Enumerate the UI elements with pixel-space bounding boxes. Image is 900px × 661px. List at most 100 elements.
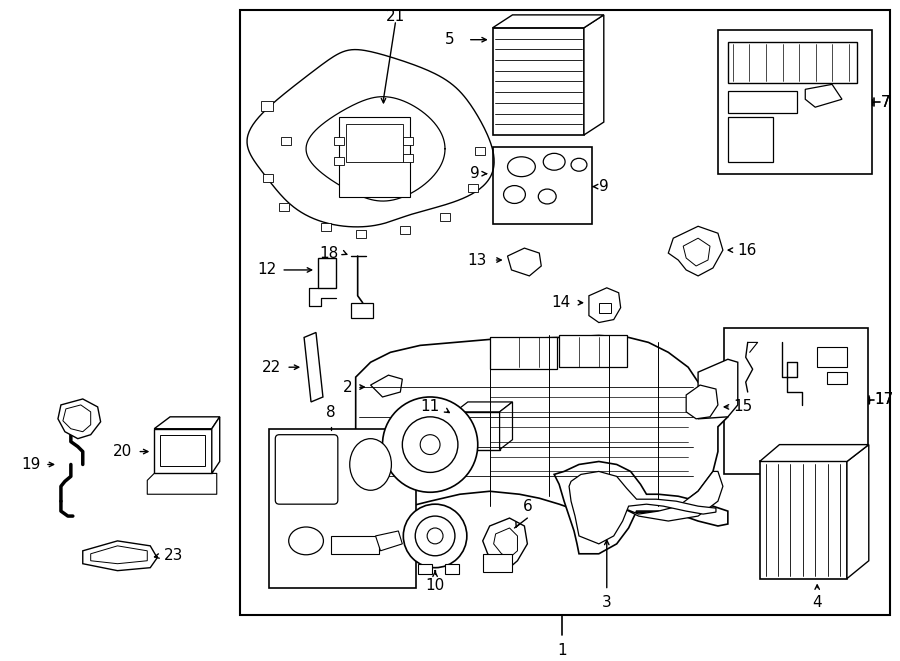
- Bar: [817, 348, 847, 368]
- Bar: [400, 226, 410, 234]
- Text: 12: 12: [257, 262, 276, 278]
- Text: 9: 9: [598, 179, 608, 194]
- Polygon shape: [806, 85, 842, 107]
- Bar: [468, 184, 478, 192]
- Text: 17: 17: [875, 393, 894, 407]
- Circle shape: [420, 435, 440, 455]
- Bar: [724, 327, 868, 475]
- Text: 21: 21: [386, 9, 405, 24]
- Polygon shape: [683, 238, 710, 266]
- Text: 8: 8: [326, 405, 336, 420]
- Polygon shape: [493, 528, 518, 558]
- Text: 16: 16: [738, 243, 757, 258]
- Polygon shape: [454, 402, 512, 412]
- Polygon shape: [589, 288, 621, 323]
- Bar: [334, 137, 344, 145]
- Bar: [346, 124, 403, 162]
- Polygon shape: [760, 445, 868, 461]
- Text: 14: 14: [552, 295, 571, 310]
- Polygon shape: [375, 531, 402, 551]
- Bar: [454, 412, 500, 449]
- Text: 6: 6: [523, 499, 532, 514]
- Polygon shape: [554, 461, 728, 554]
- Ellipse shape: [350, 439, 392, 490]
- Ellipse shape: [538, 189, 556, 204]
- Bar: [356, 230, 365, 238]
- Polygon shape: [584, 15, 604, 135]
- Polygon shape: [669, 226, 723, 276]
- Text: 9: 9: [470, 166, 480, 181]
- Polygon shape: [569, 471, 716, 544]
- Ellipse shape: [544, 153, 565, 170]
- Polygon shape: [371, 375, 402, 397]
- Bar: [334, 157, 344, 165]
- Circle shape: [403, 504, 467, 568]
- Ellipse shape: [508, 157, 536, 176]
- Text: 3: 3: [602, 596, 612, 611]
- Bar: [321, 223, 331, 231]
- Ellipse shape: [571, 158, 587, 171]
- Polygon shape: [686, 385, 718, 419]
- Text: 11: 11: [421, 399, 440, 414]
- Text: 18: 18: [320, 246, 338, 260]
- Bar: [475, 147, 485, 155]
- Bar: [418, 564, 432, 574]
- Text: 13: 13: [467, 253, 487, 268]
- Bar: [264, 174, 274, 182]
- Polygon shape: [212, 417, 220, 473]
- Text: 4: 4: [813, 596, 822, 611]
- Circle shape: [402, 417, 458, 473]
- Bar: [827, 372, 847, 384]
- Polygon shape: [500, 402, 512, 449]
- Bar: [154, 429, 211, 473]
- Bar: [282, 137, 292, 145]
- Bar: [279, 204, 289, 212]
- Bar: [490, 337, 557, 369]
- Circle shape: [428, 528, 443, 544]
- Text: 17: 17: [875, 393, 894, 407]
- Ellipse shape: [504, 186, 526, 204]
- Bar: [728, 91, 797, 113]
- Text: 2: 2: [343, 379, 353, 395]
- Bar: [482, 554, 512, 572]
- Bar: [492, 28, 584, 135]
- Text: 22: 22: [262, 360, 282, 375]
- Bar: [598, 303, 611, 313]
- Bar: [718, 30, 872, 174]
- Bar: [318, 258, 336, 288]
- Text: 10: 10: [426, 578, 445, 593]
- Bar: [728, 42, 857, 83]
- Bar: [440, 214, 450, 221]
- Bar: [261, 101, 274, 111]
- Bar: [239, 10, 889, 615]
- Text: 20: 20: [113, 444, 132, 459]
- Bar: [269, 429, 416, 588]
- Bar: [338, 117, 410, 196]
- Bar: [760, 461, 847, 578]
- Polygon shape: [58, 399, 101, 439]
- Polygon shape: [91, 546, 148, 564]
- Bar: [403, 154, 413, 162]
- Text: 23: 23: [164, 548, 184, 563]
- Polygon shape: [63, 405, 91, 432]
- Text: 7: 7: [881, 95, 890, 110]
- Bar: [728, 117, 772, 162]
- Bar: [351, 303, 373, 317]
- Text: 1: 1: [557, 643, 567, 658]
- Text: 15: 15: [733, 399, 752, 414]
- Bar: [331, 536, 379, 554]
- Circle shape: [382, 397, 478, 492]
- Polygon shape: [847, 445, 868, 578]
- Polygon shape: [508, 248, 541, 276]
- FancyBboxPatch shape: [275, 435, 338, 504]
- Polygon shape: [304, 332, 323, 402]
- Polygon shape: [482, 518, 527, 568]
- Circle shape: [415, 516, 454, 556]
- Bar: [445, 564, 459, 574]
- Polygon shape: [618, 471, 723, 521]
- Polygon shape: [698, 360, 738, 419]
- Bar: [160, 435, 205, 467]
- Bar: [403, 137, 413, 145]
- Text: 5: 5: [446, 32, 454, 47]
- Polygon shape: [356, 335, 728, 514]
